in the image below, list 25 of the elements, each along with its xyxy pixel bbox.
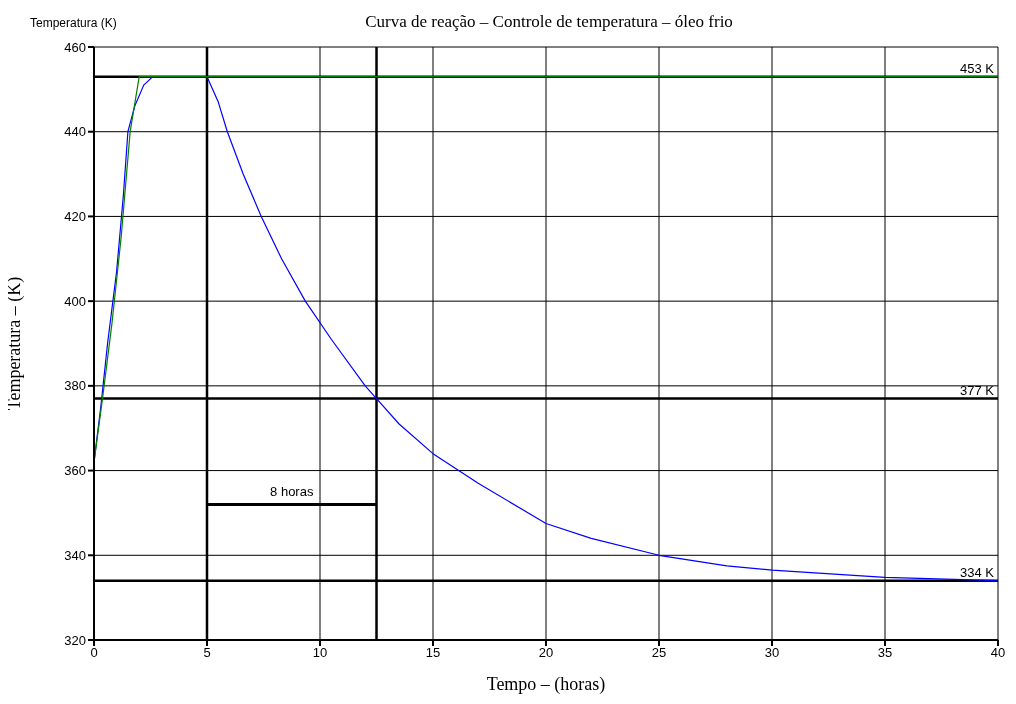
ref-line-label: 453 K	[960, 60, 995, 76]
x-axis-title: Tempo – (horas)	[486, 674, 606, 695]
annotation: 8 horas	[270, 484, 314, 500]
ref-line-label: 334 K	[960, 564, 995, 580]
ref-line-label: 377 K	[960, 382, 995, 398]
y-tick-label: 460	[64, 39, 86, 55]
x-tick-label: 25	[651, 645, 667, 661]
y-tick-label: 360	[64, 463, 86, 479]
x-tick-label: 15	[425, 645, 441, 661]
x-tick-label: 10	[312, 645, 328, 661]
text: Temperatura (K)	[30, 16, 117, 30]
y-tick-label: 380	[64, 378, 86, 394]
y-tick-label: 320	[64, 632, 86, 648]
y-tick-label: 400	[64, 293, 86, 309]
chart-title: Curva de reação – Controle de temperatura – óleo frio	[365, 12, 733, 31]
x-tick-label: 40	[990, 645, 1006, 661]
x-tick-label: 5	[203, 645, 211, 661]
y-axis-title: Temperatura – (K)	[4, 276, 26, 411]
y-tick-label: 340	[64, 547, 86, 563]
x-tick-label: 35	[877, 645, 893, 661]
x-tick-label: 20	[538, 645, 554, 661]
y-tick-label: 420	[64, 209, 86, 225]
x-tick-label: 0	[90, 645, 98, 661]
y-tick-label: 440	[64, 124, 86, 140]
x-tick-label: 30	[764, 645, 780, 661]
